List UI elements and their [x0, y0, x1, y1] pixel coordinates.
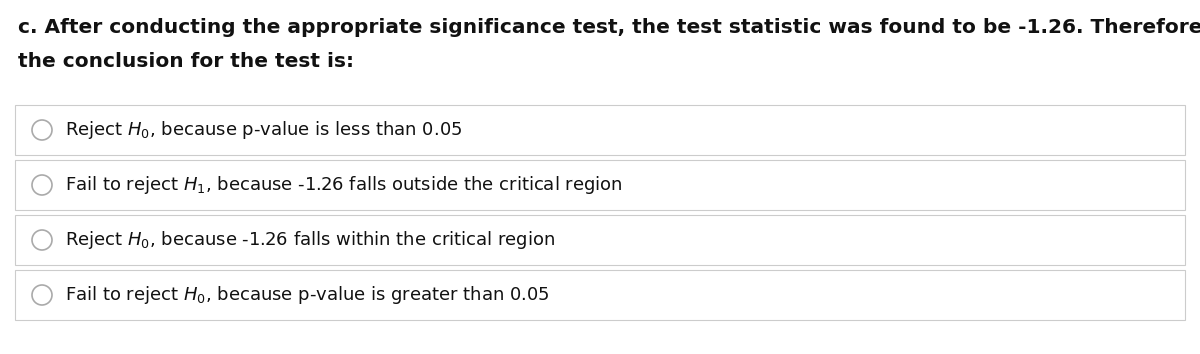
Text: Fail to reject $H_1$, because -1.26 falls outside the critical region: Fail to reject $H_1$, because -1.26 fall…: [65, 174, 623, 196]
Text: the conclusion for the test is:: the conclusion for the test is:: [18, 52, 354, 71]
Text: c. After conducting the appropriate significance test, the test statistic was fo: c. After conducting the appropriate sign…: [18, 18, 1200, 37]
Text: Fail to reject $H_0$, because p-value is greater than 0.05: Fail to reject $H_0$, because p-value is…: [65, 284, 550, 306]
Ellipse shape: [32, 230, 52, 250]
Ellipse shape: [32, 285, 52, 305]
Ellipse shape: [32, 120, 52, 140]
Bar: [14, 270, 1186, 320]
Text: Reject $H_0$, because p-value is less than 0.05: Reject $H_0$, because p-value is less th…: [65, 119, 462, 141]
Bar: [14, 105, 1186, 155]
Bar: [14, 215, 1186, 265]
Text: Reject $H_0$, because -1.26 falls within the critical region: Reject $H_0$, because -1.26 falls within…: [65, 229, 554, 251]
Bar: [14, 160, 1186, 210]
Ellipse shape: [32, 175, 52, 195]
